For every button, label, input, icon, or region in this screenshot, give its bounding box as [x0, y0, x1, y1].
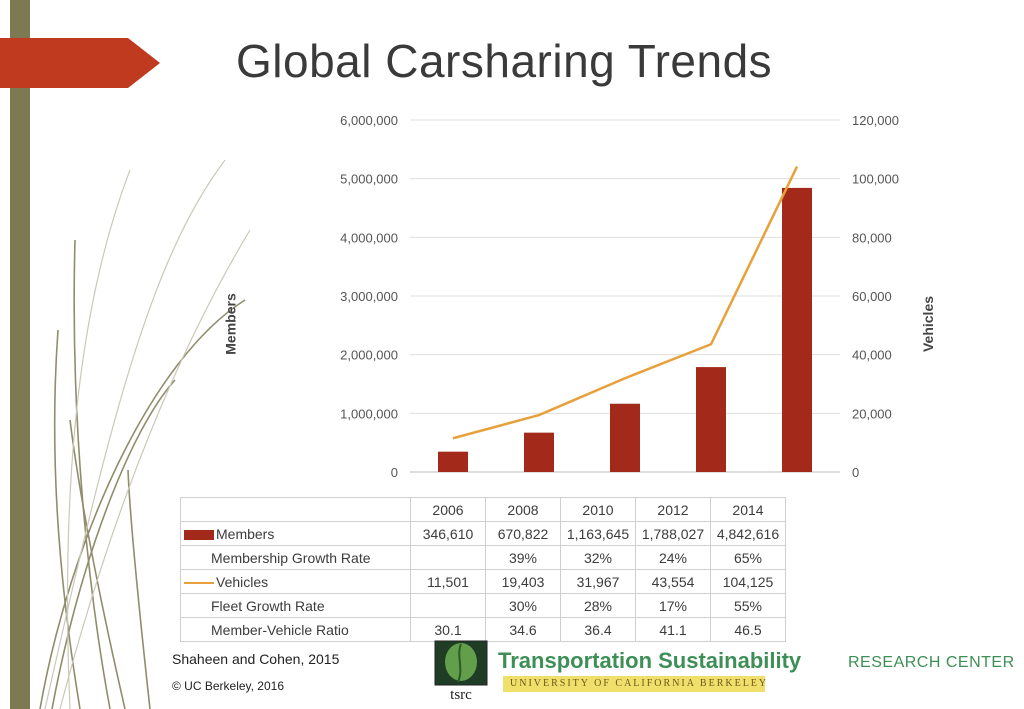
year-header: 2006	[410, 497, 486, 522]
decorative-curves	[39, 239, 246, 709]
table-cell: 36.4	[560, 617, 636, 642]
table-cell: 1,163,645	[560, 521, 636, 546]
y-tick-label: 4,000,000	[340, 230, 398, 245]
title-arrow-marker	[0, 38, 160, 88]
table-cell: 346,610	[410, 521, 486, 546]
members-label: Members	[216, 525, 275, 542]
members-legend-key	[184, 529, 214, 540]
table-cell: 32%	[560, 545, 636, 570]
year-header: 2012	[635, 497, 711, 522]
membership-growth-label: Membership Growth Rate	[211, 549, 371, 566]
members-axis-title: Members	[222, 293, 239, 355]
table-cell: 34.6	[485, 617, 561, 642]
members-bar	[610, 403, 640, 472]
table-cell: 46.5	[710, 617, 786, 642]
members-bar	[524, 432, 554, 472]
table-cell: 104,125	[710, 569, 786, 594]
sidebar-stripe	[10, 0, 30, 709]
y-tick-label: 2,000,000	[340, 348, 398, 363]
logo-subtitle: UNIVERSITY OF CALIFORNIA BERKELEY	[510, 678, 769, 689]
y2-tick-label: 80,000	[852, 230, 892, 245]
table-cell: 17%	[635, 593, 711, 618]
row-label: Fleet Growth Rate	[180, 593, 411, 618]
logo-suffix: RESEARCH CENTER	[848, 654, 1015, 671]
y-tick-label: 5,000,000	[340, 172, 398, 187]
table-cell: 1,788,027	[635, 521, 711, 546]
table-cell: 24%	[635, 545, 711, 570]
table-cell	[410, 545, 486, 570]
table-cell: 4,842,616	[710, 521, 786, 546]
logo-name: Transportation Sustainability	[498, 648, 802, 673]
table-cell	[410, 593, 486, 618]
y2-tick-label: 40,000	[852, 348, 892, 363]
row-label: Vehicles	[180, 569, 411, 594]
members-bar	[696, 367, 726, 472]
vehicles-line	[452, 166, 799, 440]
table-cell: 28%	[560, 593, 636, 618]
members-bar	[438, 451, 468, 472]
y2-tick-label: 120,000	[852, 113, 899, 128]
vehicles-legend-key	[184, 581, 214, 584]
members-bar	[782, 187, 812, 473]
logo-subtitle-bar	[503, 676, 765, 692]
table-cell: 31,967	[560, 569, 636, 594]
table-cell: 41.1	[635, 617, 711, 642]
copyright-notice: © UC Berkeley, 2016	[172, 679, 285, 693]
row-label: Member-Vehicle Ratio	[180, 617, 411, 642]
year-header: 2014	[710, 497, 786, 522]
table-cell: 11,501	[410, 569, 486, 594]
y-tick-label: 3,000,000	[340, 289, 398, 304]
table-cell: 30%	[485, 593, 561, 618]
y-tick-label: 0	[391, 465, 398, 480]
year-header: 2010	[560, 497, 636, 522]
y-tick-label: 6,000,000	[340, 113, 398, 128]
table-row-member-vehicle-ratio: Member-Vehicle Ratio 30.1 34.6 36.4 41.1…	[180, 617, 786, 642]
y2-tick-label: 60,000	[852, 289, 892, 304]
vehicles-label: Vehicles	[216, 573, 269, 590]
row-label: Members	[180, 521, 411, 546]
table-cell: 65%	[710, 545, 786, 570]
tsrc-leaf-logo: tsrc	[434, 640, 488, 702]
decorative-curves-light	[44, 159, 251, 709]
leaf-vein-icon	[457, 643, 462, 683]
table-cell: 39%	[485, 545, 561, 570]
member-vehicle-ratio-label: Member-Vehicle Ratio	[211, 621, 349, 638]
table-header-row: 2006 2008 2010 2012 2014	[180, 497, 786, 522]
y2-tick-label: 0	[852, 465, 859, 480]
y2-tick-label: 100,000	[852, 172, 899, 187]
year-header: 2008	[485, 497, 561, 522]
row-label: Membership Growth Rate	[180, 545, 411, 570]
table-corner-cell	[180, 497, 411, 522]
y-tick-label: 1,000,000	[340, 406, 398, 421]
table-row-fleet-growth: Fleet Growth Rate 30% 28% 17% 55%	[180, 593, 786, 618]
table-cell: 30.1	[410, 617, 486, 642]
table-row-members: Members 346,610 670,822 1,163,645 1,788,…	[180, 521, 786, 546]
table-cell: 670,822	[485, 521, 561, 546]
slide-title: Global Carsharing Trends	[236, 35, 773, 87]
vehicles-axis-title: Vehicles	[920, 295, 937, 353]
table-cell: 55%	[710, 593, 786, 618]
y2-tick-label: 20,000	[852, 406, 892, 421]
tsrc-mark: tsrc	[450, 687, 472, 702]
source-citation: Shaheen and Cohen, 2015	[172, 651, 340, 667]
table-cell: 19,403	[485, 569, 561, 594]
fleet-growth-label: Fleet Growth Rate	[211, 597, 325, 614]
table-cell: 43,554	[635, 569, 711, 594]
leaf-icon	[445, 643, 477, 681]
table-row-membership-growth: Membership Growth Rate 39% 32% 24% 65%	[180, 545, 786, 570]
table-row-vehicles: Vehicles 11,501 19,403 31,967 43,554 104…	[180, 569, 786, 594]
data-table: 2006 2008 2010 2012 2014 Members 346,610…	[180, 497, 786, 642]
